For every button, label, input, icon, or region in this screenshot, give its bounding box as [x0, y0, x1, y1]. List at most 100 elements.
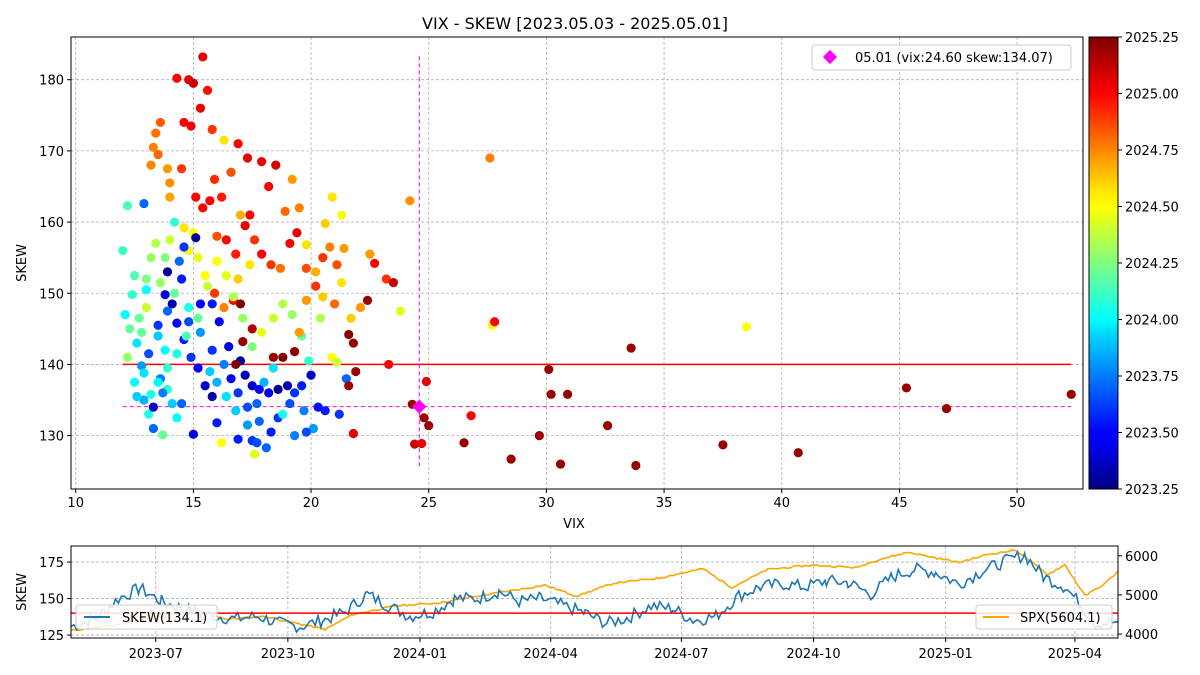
scatter-point [381, 274, 391, 284]
highlight-marker [412, 399, 427, 414]
scatter-point [315, 313, 326, 323]
bottom-x-tick-label: 2024-01 [393, 647, 447, 662]
scatter-point [193, 363, 203, 373]
scatter-point [332, 357, 342, 367]
scatter-point [240, 221, 250, 231]
scatter-point [209, 288, 220, 298]
scatter-point [195, 299, 206, 309]
colorbar-tick-label: 2024.50 [1125, 201, 1179, 216]
scatter-point [238, 337, 248, 347]
scatter-point [188, 78, 198, 88]
colorbar-tick-label: 2025.00 [1125, 88, 1179, 103]
chart-title: VIX - SKEW [2023.05.03 - 2025.05.01] [422, 14, 728, 33]
bottom-y-tick-label: 150 [39, 593, 64, 608]
scatter-point [238, 313, 248, 323]
legend-skew-label: SKEW(134.1) [122, 611, 207, 626]
scatter-point [459, 438, 469, 448]
scatter-point [264, 388, 274, 398]
scatter-point [264, 181, 274, 192]
bottom-lines [71, 549, 1118, 634]
bottom-y-tick-label: 125 [39, 629, 64, 644]
scatter-point [254, 416, 264, 426]
scatter-point [179, 117, 189, 128]
scatter-point [327, 192, 337, 202]
scatter-point [118, 245, 128, 256]
scatter-point [362, 295, 373, 305]
bottom-y2-tick-label: 6000 [1125, 550, 1158, 565]
scatter-point [217, 438, 227, 448]
scatter-point [395, 306, 406, 316]
scatter-point [153, 377, 163, 387]
scatter-point [202, 85, 213, 95]
scatter-point [212, 418, 222, 428]
scatter-point [466, 411, 476, 421]
scatter-point [153, 149, 163, 160]
bottom-x-tick-label: 2024-07 [654, 647, 708, 662]
scatter-point [172, 318, 182, 328]
scatter-point [153, 320, 163, 330]
scatter-point [129, 377, 140, 387]
scatter-point [485, 153, 495, 163]
scatter-point [793, 448, 803, 458]
scatter-point [177, 398, 187, 409]
scatter-point [266, 260, 276, 270]
scatter-point [308, 423, 319, 434]
scatter-point [125, 324, 135, 334]
scatter-point [172, 413, 182, 423]
scatter-point [235, 299, 246, 309]
scatter-point [278, 352, 288, 362]
scatter-point [184, 302, 194, 313]
scatter-point [325, 242, 335, 252]
skew-line [71, 549, 1118, 634]
scatter-point [231, 249, 241, 259]
scatter-point [160, 345, 170, 355]
x-tick-label: 10 [67, 496, 84, 511]
colorbar-tick-label: 2023.75 [1125, 370, 1179, 385]
scatter-point [275, 263, 286, 273]
scatter-point [141, 285, 151, 295]
bottom-plot-frame [70, 545, 1119, 639]
legend-highlight-marker [822, 49, 838, 65]
scatter-point [301, 240, 311, 250]
scatter-point [318, 292, 328, 302]
scatter-point [301, 427, 311, 437]
scatter-point [195, 103, 206, 113]
x-tick-label: 20 [303, 496, 320, 511]
colorbar-tick-label: 2025.25 [1125, 31, 1179, 46]
scatter-point [245, 260, 255, 270]
scatter-point [718, 440, 728, 450]
scatter-point [351, 366, 361, 377]
scatter-point [490, 317, 500, 327]
legend-skew: SKEW(134.1) [75, 604, 218, 630]
bottom-x-tick-label: 2024-10 [786, 647, 840, 662]
scatter-point [318, 253, 328, 263]
legend-spx-label: SPX(5604.1) [1020, 611, 1101, 626]
scatter-point [179, 242, 189, 252]
x-tick-label: 45 [891, 496, 908, 511]
scatter-point [266, 427, 276, 437]
scatter-point [268, 352, 278, 362]
scatter-point [249, 449, 260, 459]
scatter-point [299, 406, 309, 416]
scatter-point [257, 156, 267, 167]
bottom-x-tick-label: 2023-10 [261, 647, 315, 662]
scatter-point [151, 128, 161, 138]
scatter-point [901, 383, 912, 393]
scatter-point [282, 381, 293, 391]
scatter-point [252, 398, 262, 409]
scatter-point [741, 322, 752, 332]
scatter-points [118, 52, 1076, 471]
scatter-point [226, 167, 236, 177]
scatter-point [120, 310, 130, 320]
scatter-point [424, 421, 434, 431]
x-tick-label: 30 [538, 496, 555, 511]
scatter-point [186, 121, 196, 131]
scatter-point [278, 409, 288, 419]
scatter-point [162, 363, 173, 373]
scatter-point [165, 178, 175, 188]
scatter-point [341, 374, 351, 384]
scatter-point [139, 368, 149, 378]
scatter-point [311, 267, 321, 277]
scatter-point [320, 406, 330, 416]
scatter-point [280, 206, 290, 216]
